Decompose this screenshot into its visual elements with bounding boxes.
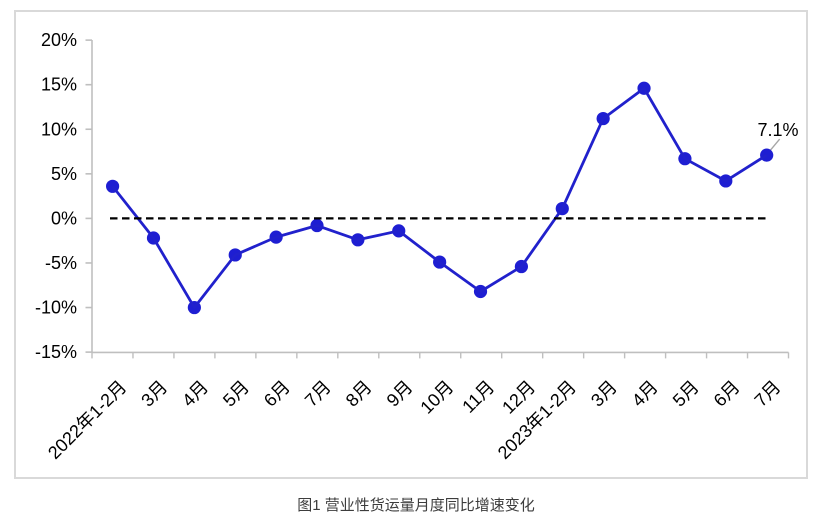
x-tick-label: 3月 — [587, 377, 621, 411]
y-tick-label: -5% — [45, 253, 77, 273]
x-tick-label: 5月 — [669, 377, 703, 411]
x-tick-label: 2022年1-2月 — [44, 377, 130, 463]
chart-caption: 图1 营业性货运量月度同比增速变化 — [297, 497, 535, 514]
x-tick-label: 7月 — [751, 377, 785, 411]
x-tick-label: 11月 — [458, 377, 498, 417]
y-tick-label: -15% — [35, 342, 77, 362]
x-tick-label: 7月 — [301, 377, 335, 411]
annotation-label: 7.1% — [757, 120, 798, 140]
x-tick-label: 6月 — [710, 377, 744, 411]
x-tick-label: 10月 — [416, 377, 457, 418]
x-tick-label: 8月 — [342, 377, 376, 411]
annotation-leader-line — [769, 138, 781, 152]
x-tick-label: 9月 — [383, 377, 417, 411]
y-tick-label: 15% — [41, 75, 77, 95]
y-tick-label: 0% — [51, 208, 77, 228]
y-tick-label: 10% — [41, 119, 77, 139]
y-tick-label: 20% — [41, 30, 77, 50]
data-point-marker — [760, 148, 774, 162]
y-tick-label: 5% — [51, 164, 77, 184]
data-line — [111, 86, 768, 309]
x-tick-label: 4月 — [628, 377, 662, 411]
x-tick-label: 5月 — [219, 377, 253, 411]
y-tick-label: -10% — [35, 298, 77, 318]
x-tick-label: 6月 — [260, 377, 294, 411]
chart-panel — [14, 10, 808, 479]
x-tick-label: 4月 — [178, 377, 212, 411]
x-tick-label: 3月 — [137, 377, 171, 411]
